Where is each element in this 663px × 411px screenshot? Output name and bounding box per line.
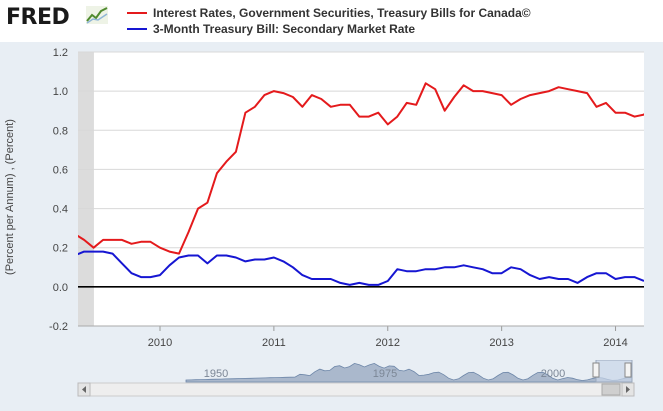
y-tick-label: 0.8: [53, 125, 68, 137]
fred-logo[interactable]: FRED: [6, 5, 70, 30]
x-tick-label: 2013: [489, 337, 513, 349]
navigator-right-handle[interactable]: [624, 362, 632, 378]
x-tick-label: 2011: [262, 337, 286, 349]
y-axis-label-text: (Percent per Annum) , (Percent): [4, 119, 16, 275]
x-tick-label: 2014: [603, 337, 627, 349]
y-tick-label: 0.2: [53, 243, 68, 255]
y-tick-label: 0.4: [53, 204, 68, 216]
legend-label: Interest Rates, Government Securities, T…: [153, 6, 531, 20]
y-tick-label: 1.0: [53, 86, 68, 98]
navigator-series-area: [185, 362, 633, 383]
chart-header: FRED Interest Rates, Government Securiti…: [0, 0, 663, 42]
legend-swatch-red: [127, 11, 147, 14]
range-navigator[interactable]: 1950 1975 2000: [0, 360, 663, 411]
series-line-1: [78, 250, 644, 286]
legend-item-canada[interactable]: Interest Rates, Government Securities, T…: [127, 6, 531, 20]
line-chart: -0.2 0.0 0.2 0.4 0.6 0.8 1.0 1.2 2010 2011 2012 201…: [49, 47, 644, 349]
x-tick-label: 2010: [148, 337, 172, 349]
series-line-0: [78, 82, 644, 255]
scrollbar-thumb[interactable]: [601, 383, 621, 396]
navigator-left-handle[interactable]: [592, 362, 600, 378]
navigator-label: 2000: [541, 368, 565, 380]
chart-trend-icon: [86, 6, 108, 24]
plot-area: [78, 52, 644, 326]
scrollbar-track[interactable]: [77, 382, 635, 397]
y-tick-label: 0.0: [53, 282, 68, 294]
y-axis-label: (Percent per Annum) , (Percent): [4, 119, 16, 275]
legend-item-us-tbill[interactable]: 3-Month Treasury Bill: Secondary Market …: [127, 22, 415, 36]
navigator-label: 1950: [204, 368, 228, 380]
legend-label: 3-Month Treasury Bill: Secondary Market …: [153, 22, 416, 36]
y-tick-label: -0.2: [49, 321, 68, 333]
y-tick-label: 0.6: [53, 164, 68, 176]
legend-swatch-blue: [127, 27, 147, 30]
navigator-label: 1975: [373, 368, 397, 380]
recession-shade: [78, 52, 94, 326]
y-tick-label: 1.2: [53, 47, 68, 59]
x-tick-label: 2012: [376, 337, 400, 349]
